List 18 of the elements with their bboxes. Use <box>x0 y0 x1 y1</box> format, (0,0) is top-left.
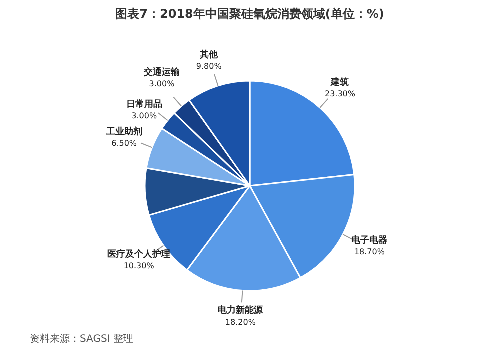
data-label: 3.00% <box>132 111 158 120</box>
data-label: 23.30% <box>324 90 356 99</box>
data-label: 6.50% <box>112 139 138 148</box>
data-label: 18.70% <box>354 248 386 257</box>
text: 资料来源：SAGSI 整理 <box>30 332 134 346</box>
slice-label: 工业助剂 <box>105 126 142 138</box>
slice-label: 医疗及个人护理 <box>108 248 171 260</box>
slice-label: 日常用品 <box>126 98 162 110</box>
data-label: 10.30% <box>124 262 155 271</box>
slice-label: 电子电器 <box>352 234 388 246</box>
slice-label: 电力新能源 <box>218 305 264 316</box>
slice-label: 建筑 <box>330 76 350 88</box>
data-label: 3.00% <box>149 80 176 89</box>
slice-label: 交通运输 <box>143 67 181 78</box>
data-label: 18.20% <box>225 318 256 327</box>
slice-label: 其他 <box>199 50 220 61</box>
data-label: 9.80% <box>196 62 222 72</box>
chart-title: 图表7：2018年中国聚硅氧烷消费领域(单位：%) <box>114 6 386 23</box>
